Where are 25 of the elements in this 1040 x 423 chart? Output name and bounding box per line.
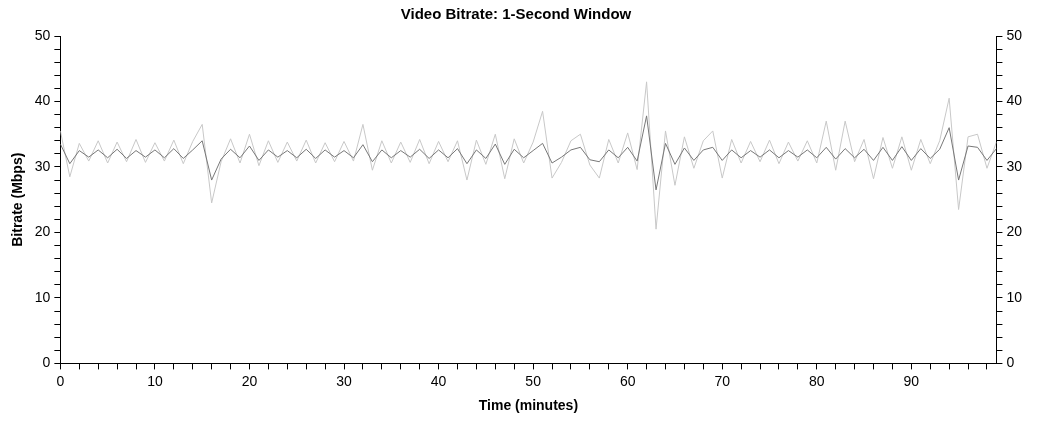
y2-tick-label: 0 bbox=[1006, 354, 1015, 371]
x-tick-label: 40 bbox=[430, 372, 447, 389]
y2-tick-label: 50 bbox=[1006, 26, 1023, 43]
x-axis-title: Time (minutes) bbox=[478, 397, 579, 414]
y2-tick-label: 20 bbox=[1006, 223, 1023, 240]
y-tick-label: 10 bbox=[34, 288, 51, 305]
y-tick-label: 0 bbox=[42, 354, 51, 371]
chart-title: Video Bitrate: 1-Second Window bbox=[400, 5, 632, 23]
y2-tick-label: 10 bbox=[1006, 288, 1023, 305]
y-tick-label: 40 bbox=[34, 92, 51, 109]
x-tick-label: 20 bbox=[241, 372, 258, 389]
y-axis-title: Bitrate (Mbps) bbox=[9, 152, 26, 247]
y2-tick-label: 30 bbox=[1006, 157, 1023, 174]
y-tick-label: 30 bbox=[34, 157, 51, 174]
x-tick-label: 50 bbox=[525, 372, 542, 389]
y-tick-label: 20 bbox=[34, 223, 51, 240]
x-tick-label: 10 bbox=[147, 372, 163, 389]
y-tick-label: 50 bbox=[34, 26, 51, 43]
x-tick-label: 60 bbox=[619, 372, 636, 389]
y2-tick-label: 40 bbox=[1006, 92, 1023, 109]
x-tick-label: 0 bbox=[56, 372, 65, 389]
x-tick-label: 30 bbox=[336, 372, 353, 389]
x-tick-label: 90 bbox=[903, 372, 920, 389]
x-tick-label: 70 bbox=[714, 372, 731, 389]
x-tick-label: 80 bbox=[808, 372, 825, 389]
